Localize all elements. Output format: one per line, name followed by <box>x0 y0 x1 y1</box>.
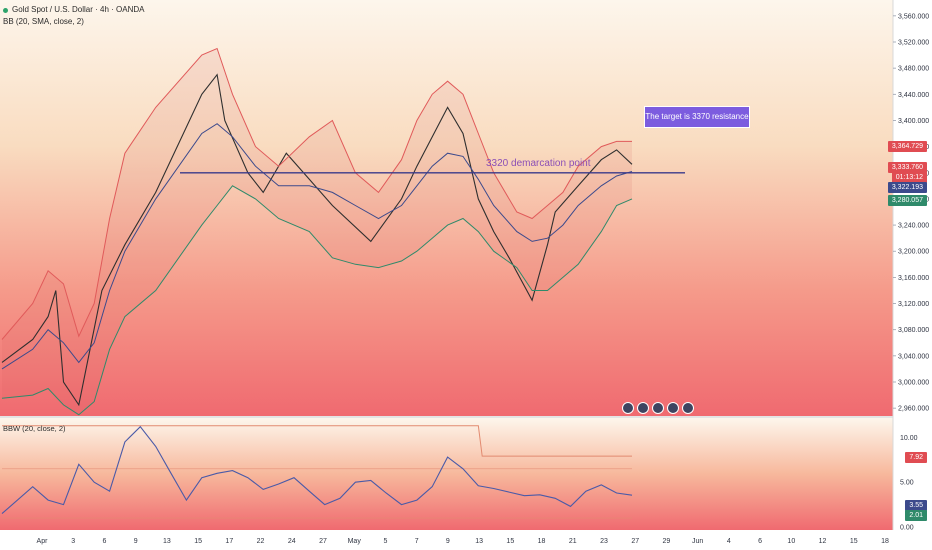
y-tick-label: 3,480.000 <box>898 66 929 73</box>
last-price-tag: 3,364.729 <box>887 141 927 152</box>
x-tick-label: 10 <box>787 538 795 545</box>
y-tick-label: 3,560.000 <box>898 13 929 20</box>
bbw-y-tick-label: 10.00 <box>900 435 918 442</box>
bbw-y-tick-label: 0.00 <box>900 525 914 532</box>
x-tick-label: 6 <box>102 538 106 545</box>
series-close-line <box>1 73 633 407</box>
y-tick-label: 3,440.000 <box>898 92 929 99</box>
x-tick-label: 15 <box>506 538 514 545</box>
bbw-lower-tag: 2.01 <box>905 510 927 521</box>
flag-icon[interactable] <box>652 402 664 414</box>
chart-header: Gold Spot / U.S. Dollar · 4h · OANDA BB … <box>3 4 145 28</box>
x-tick-label: 18 <box>538 538 546 545</box>
band-fill <box>2 48 632 415</box>
x-tick-label: 5 <box>383 538 387 545</box>
x-tick-label: 9 <box>446 538 450 545</box>
x-tick-label: 23 <box>600 538 608 545</box>
flag-icon[interactable] <box>682 402 694 414</box>
x-tick-label: Jun <box>692 538 703 545</box>
bbw-line <box>1 425 633 515</box>
bbw-highest-line <box>2 425 632 457</box>
symbol-title[interactable]: Gold Spot / U.S. Dollar · 4h · OANDA <box>12 5 145 14</box>
flag-icon[interactable] <box>637 402 649 414</box>
x-tick-label: 15 <box>850 538 858 545</box>
x-tick-label: 22 <box>257 538 265 545</box>
basis-price-tag: 3,322.193 <box>887 182 927 193</box>
y-tick-label: 3,000.000 <box>898 380 929 387</box>
bb-indicator-label[interactable]: BB (20, SMA, close, 2) <box>3 17 84 26</box>
x-tick-label: 9 <box>134 538 138 545</box>
indicator-pane-bg <box>0 418 893 530</box>
y-tick-label: 3,520.000 <box>898 40 929 47</box>
x-tick-label: 18 <box>881 538 889 545</box>
x-tick-label: 29 <box>663 538 671 545</box>
x-tick-label: 4 <box>727 538 731 545</box>
bbw-y-tick-label: 5.00 <box>900 480 914 487</box>
x-tick-label: 13 <box>475 538 483 545</box>
x-tick-label: 21 <box>569 538 577 545</box>
series-basis-line <box>1 123 633 370</box>
event-icons <box>622 402 694 414</box>
y-tick-label: 3,120.000 <box>898 301 929 308</box>
countdown-timer: 01:13:12 <box>891 172 927 183</box>
x-tick-label: May <box>348 538 362 545</box>
bbw-value-tag: 3.55 <box>905 500 927 511</box>
bbw-upper-tag: 7.92 <box>905 452 927 463</box>
target-callout[interactable]: The target is 3370 resistance <box>644 106 750 128</box>
x-tick-label: 12 <box>819 538 827 545</box>
flag-icon[interactable] <box>667 402 679 414</box>
news-icon[interactable] <box>622 402 634 414</box>
y-tick-label: 3,200.000 <box>898 249 929 256</box>
demarcation-label[interactable]: 3320 demarcation point <box>486 158 591 169</box>
y-tick-label: 3,400.000 <box>898 118 929 125</box>
y-tick-label: 3,080.000 <box>898 327 929 334</box>
y-tick-label: 3,160.000 <box>898 275 929 282</box>
bbw-indicator-label[interactable]: BBW (20, close, 2) <box>3 424 66 433</box>
current-price-tag: 3,333.760 <box>887 162 927 173</box>
x-tick-label: 27 <box>319 538 327 545</box>
x-tick-label: 27 <box>631 538 639 545</box>
x-tick-label: 13 <box>163 538 171 545</box>
y-tick-label: 3,040.000 <box>898 353 929 360</box>
x-tick-label: 6 <box>758 538 762 545</box>
series-lower-line <box>1 185 633 416</box>
x-tick-label: Apr <box>37 538 49 545</box>
y-tick-label: 3,240.000 <box>898 223 929 230</box>
x-tick-label: 17 <box>225 538 233 545</box>
x-tick-label: 24 <box>288 538 296 545</box>
x-tick-label: 15 <box>194 538 202 545</box>
market-status-icon <box>3 7 8 13</box>
lower-band-tag: 3,280.057 <box>887 195 927 206</box>
price-pane-bg <box>0 0 893 416</box>
x-tick-label: 7 <box>415 538 419 545</box>
x-tick-label: 3 <box>71 538 75 545</box>
y-tick-label: 2,960.000 <box>898 406 929 413</box>
